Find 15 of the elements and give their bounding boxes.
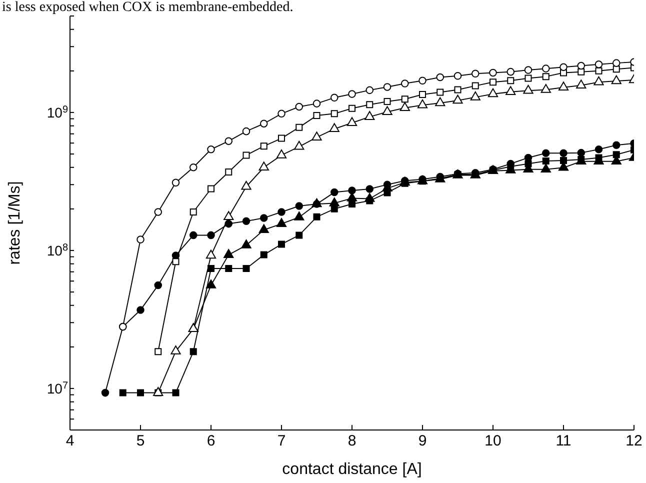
x-axis-title: contact distance [A] — [282, 461, 422, 478]
x-tick-label: 7 — [277, 432, 286, 450]
text: is less exposed when COX is membrane-embedded. — [2, 0, 294, 15]
x-tick-label: 5 — [136, 432, 145, 450]
x-tick-label: 6 — [206, 432, 216, 450]
x-tick-label: 10 — [484, 432, 502, 450]
y-tick-label: 10$^{9}$ — [46, 104, 68, 120]
x-tick-label: 4 — [66, 432, 74, 450]
y-tick-label: 10$^{7}$ — [46, 380, 68, 396]
y-axis-title: rates [1/Ms] — [6, 181, 24, 265]
y-tick-label: 10$^{8}$ — [46, 242, 68, 258]
x-tick-label: 9 — [418, 432, 427, 450]
x-tick-label: 12 — [626, 432, 642, 450]
x-tick-label: 8 — [348, 432, 356, 450]
x-tick-label: 11 — [556, 432, 572, 450]
